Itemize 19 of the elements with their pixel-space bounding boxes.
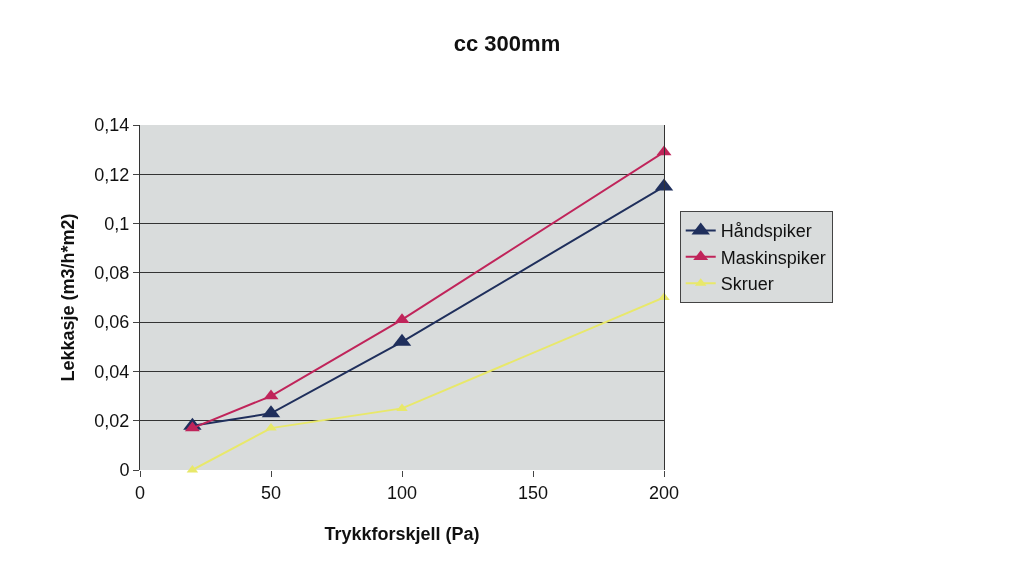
y-tick-label: 0,14: [94, 115, 130, 136]
y-tick-label: 0,1: [104, 213, 130, 234]
x-tick-label: 150: [517, 482, 549, 503]
legend-label: Skruer: [720, 274, 774, 295]
y-tick-label: 0,02: [94, 411, 130, 432]
y-tick-label: 0,06: [94, 312, 130, 333]
x-axis-title: Trykkforskjell (Pa): [324, 523, 480, 544]
legend-label: Maskinspiker: [720, 247, 826, 268]
y-axis-title: Lekkasje (m3/h*m2): [57, 213, 78, 382]
y-tick-label: 0,12: [94, 164, 130, 185]
y-tick-label: 0: [119, 460, 130, 481]
y-tick-label: 0,08: [94, 263, 130, 284]
x-tick-label: 100: [386, 482, 418, 503]
legend-label: Håndspiker: [720, 221, 812, 242]
chart-title: cc 300mm: [453, 30, 561, 56]
x-tick-label: 0: [134, 482, 146, 503]
y-tick-label: 0,04: [94, 361, 130, 382]
x-tick-label: 200: [648, 482, 680, 503]
x-tick-label: 50: [260, 482, 282, 503]
